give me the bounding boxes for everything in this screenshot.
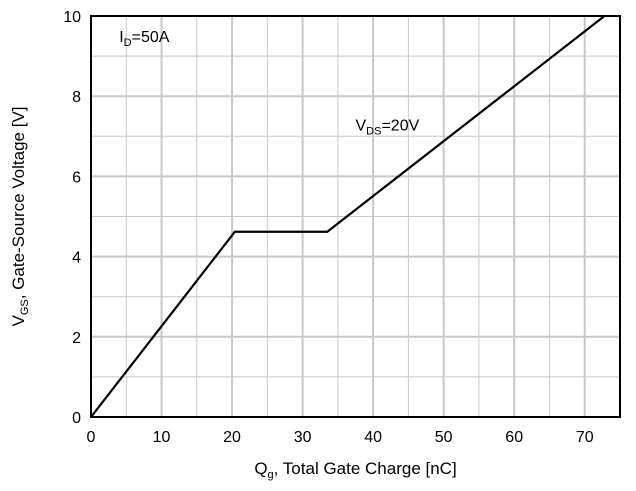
x-tick-label: 40	[364, 429, 382, 446]
chart-annotation: VDS=20V	[356, 117, 420, 137]
x-tick-label: 70	[576, 429, 594, 446]
series-line	[90, 15, 606, 418]
x-tick-label: 50	[435, 429, 453, 446]
x-tick-label: 20	[223, 429, 241, 446]
x-tick-label: 10	[153, 429, 171, 446]
chart-annotation: ID=50A	[119, 29, 170, 49]
y-tick-label: 0	[72, 410, 81, 427]
series-layer	[90, 15, 606, 418]
x-axis-label: Qg, Total Gate Charge [nC]	[254, 459, 456, 481]
y-tick-label: 4	[72, 250, 81, 267]
tick-labels: 0 10 20 30 40 50 60 70 0 2 4 6 8 10	[63, 9, 594, 446]
y-tick-label: 6	[72, 169, 81, 186]
x-tick-label: 0	[87, 429, 96, 446]
y-axis-label: VGS, Gate-Source Voltage [V]	[9, 106, 31, 326]
grid	[91, 16, 620, 417]
plot-frame	[90, 15, 621, 418]
annotations: ID=50A VDS=20V	[119, 29, 419, 137]
y-tick-label: 8	[72, 89, 81, 106]
y-tick-label: 10	[63, 9, 81, 26]
y-tick-label: 2	[72, 330, 81, 347]
x-tick-label: 60	[505, 429, 523, 446]
x-tick-label: 30	[294, 429, 312, 446]
